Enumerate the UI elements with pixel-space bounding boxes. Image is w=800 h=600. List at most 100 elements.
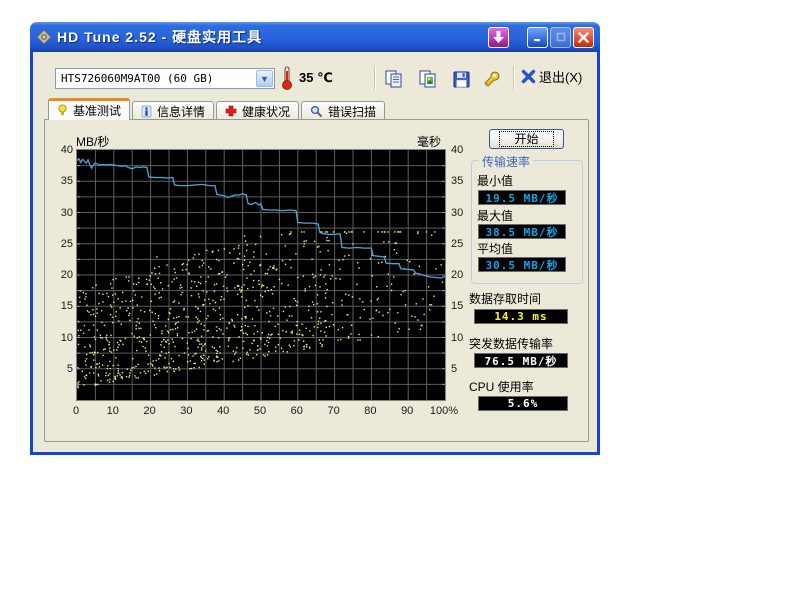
toolbar-separator (513, 66, 515, 90)
maximize-button[interactable] (550, 26, 571, 48)
title-bar[interactable]: HD Tune 2.52 - 硬盘实用工具 (30, 22, 600, 52)
avg-value-box: 30.5 MB/秒 (478, 257, 566, 272)
exit-label: 退出(X) (539, 70, 583, 85)
max-label: 最大值 (477, 209, 514, 223)
y-tick-right: 5 (451, 362, 458, 375)
copy-text-button[interactable] (381, 67, 407, 91)
min-label: 最小值 (477, 174, 514, 188)
tab-bar: 基准测试 信息详情 健康状况 (48, 98, 387, 120)
exit-button[interactable]: 退出(X) (521, 67, 582, 86)
x-axis-labels: 0 10 20 30 40 50 60 70 80 90 100% (72, 405, 458, 419)
x-tick: 0 (72, 405, 80, 417)
copy-image-icon (419, 70, 436, 88)
window-title: HD Tune 2.52 - 硬盘实用工具 (57, 29, 263, 45)
download-button[interactable] (488, 26, 509, 48)
avg-label: 平均值 (477, 242, 514, 256)
avg-value: 30.5 MB/秒 (485, 258, 559, 272)
y-tick-left: 40 (60, 144, 73, 156)
transfer-rate-group-label: 传输速率 (479, 153, 534, 170)
access-time-value: 14.3 ms (494, 310, 548, 323)
chart-canvas (77, 150, 445, 400)
close-icon (578, 31, 589, 43)
hd-tune-window: HD Tune 2.52 - 硬盘实用工具 HTS726060M (30, 22, 600, 455)
toolbar-separator (374, 66, 376, 90)
benchmark-chart (76, 149, 446, 401)
temperature-value: 35 ℃ (299, 70, 333, 85)
tab-error-scan-label: 错误扫描 (328, 104, 377, 119)
combo-dropdown-arrow[interactable]: ▼ (256, 70, 273, 87)
x-tick: 10 (106, 405, 119, 417)
info-icon (141, 105, 152, 118)
bulb-icon (57, 104, 68, 117)
x-tick: 40 (217, 405, 230, 417)
transfer-rate-group: 传输速率 (471, 153, 583, 284)
tab-health[interactable]: 健康状况 (216, 101, 300, 120)
max-value: 38.5 MB/秒 (485, 225, 559, 239)
exit-x-icon (521, 69, 536, 84)
minimize-button[interactable] (527, 26, 548, 48)
tab-health-label: 健康状况 (242, 104, 291, 119)
y-tick-right: 10 (451, 331, 464, 344)
x-tick: 50 (253, 405, 267, 417)
cpu-usage-value: 5.6% (507, 397, 539, 410)
drive-select[interactable]: HTS726060M9AT00 (60 GB) ▼ (55, 68, 275, 89)
drive-select-value: HTS726060M9AT00 (60 GB) (61, 72, 214, 85)
y-tick-left: 10 (60, 331, 73, 344)
y-axis-right-labels: 40 35 30 25 20 15 10 5 (451, 144, 481, 402)
y-tick-left: 15 (60, 300, 73, 313)
close-button[interactable] (573, 26, 594, 48)
cpu-usage-box: 5.6% (478, 396, 568, 411)
health-cross-icon (225, 105, 237, 117)
tab-info[interactable]: 信息详情 (132, 101, 215, 120)
tab-benchmark[interactable]: 基准测试 (48, 98, 131, 120)
copy-text-icon (385, 70, 402, 88)
options-button[interactable] (478, 67, 504, 91)
y-axis-left-labels: 40 35 30 25 20 15 10 5 (47, 144, 73, 402)
minimize-icon (533, 39, 540, 42)
benchmark-page: MB/秒 毫秒 40 35 30 25 20 15 10 5 40 35 30 25 20 15 10 5 … (44, 119, 589, 442)
y-tick-right: 20 (451, 269, 464, 281)
x-tick: 100% (429, 405, 459, 417)
y-tick-left: 20 (60, 269, 73, 281)
x-tick: 60 (290, 405, 303, 417)
access-time-label: 数据存取时间 (469, 292, 542, 306)
y-tick-right: 40 (451, 144, 464, 156)
burst-rate-box: 76.5 MB/秒 (474, 353, 568, 368)
cpu-usage-label: CPU 使用率 (469, 380, 534, 394)
x-tick: 20 (143, 405, 156, 417)
min-value-box: 19.5 MB/秒 (478, 190, 566, 205)
thermometer-icon (282, 66, 292, 90)
left-axis-unit: MB/秒 (76, 135, 110, 149)
copy-image-button[interactable] (415, 67, 441, 91)
down-arrow-icon (493, 31, 504, 43)
min-value: 19.5 MB/秒 (485, 191, 559, 205)
burst-rate-value: 76.5 MB/秒 (484, 354, 558, 368)
y-tick-left: 35 (60, 175, 73, 188)
x-tick: 80 (364, 405, 377, 417)
y-tick-left: 5 (66, 362, 73, 375)
x-tick: 30 (180, 405, 193, 417)
options-gear-icon (484, 71, 500, 87)
access-time-box: 14.3 ms (474, 309, 568, 324)
y-tick-left: 25 (60, 237, 73, 250)
x-tick: 90 (401, 405, 414, 417)
save-icon (453, 71, 469, 87)
y-tick-right: 15 (451, 300, 464, 313)
y-tick-right: 35 (451, 175, 464, 188)
tab-benchmark-label: 基准测试 (73, 104, 122, 118)
tab-info-label: 信息详情 (157, 104, 206, 119)
save-button[interactable] (448, 67, 474, 91)
right-axis-unit: 毫秒 (417, 135, 442, 149)
start-button[interactable]: 开始 (489, 129, 564, 149)
client-area: HTS726060M9AT00 (60 GB) ▼ 35 ℃ (30, 52, 600, 455)
start-button-label: 开始 (499, 131, 554, 147)
y-tick-right: 30 (451, 206, 464, 219)
app-disk-icon (36, 29, 52, 45)
x-tick: 70 (327, 405, 340, 417)
tab-error-scan[interactable]: 错误扫描 (301, 101, 386, 120)
maximize-icon (556, 32, 565, 42)
burst-rate-label: 突发数据传输率 (469, 337, 554, 351)
y-tick-right: 25 (451, 237, 464, 250)
temperature-indicator: 35 ℃ (281, 65, 333, 91)
scan-icon (310, 105, 323, 118)
